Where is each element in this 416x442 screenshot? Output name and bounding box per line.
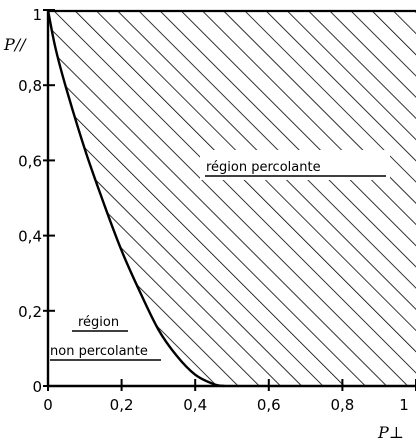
y-tick-label: 1 [32, 6, 42, 24]
percolating-region-label: région percolante [206, 160, 321, 175]
x-tick-label: 0,4 [183, 396, 207, 414]
x-tick-label: 0 [43, 396, 53, 414]
y-tick-label: 0,4 [18, 228, 42, 246]
x-axis-label: P⊥ [377, 423, 404, 442]
y-tick-label: 0,2 [18, 303, 42, 321]
percolation-boundary-curve [46, 9, 225, 388]
x-tick-label: 0,8 [330, 396, 354, 414]
y-tick-label: 0,8 [18, 77, 42, 95]
y-tick-label: 0,6 [18, 152, 42, 170]
non-percolating-region-label-line2: non percolante [50, 344, 148, 359]
percolating-label-background [200, 150, 390, 180]
x-tick-label: 0,6 [257, 396, 281, 414]
y-axis-label: P// [3, 35, 27, 54]
x-tick-label: 1 [399, 396, 409, 414]
non-percolating-region-label-line1: région [78, 315, 119, 330]
y-tick-label: 0 [32, 378, 42, 396]
x-tick-label: 0,2 [110, 396, 134, 414]
